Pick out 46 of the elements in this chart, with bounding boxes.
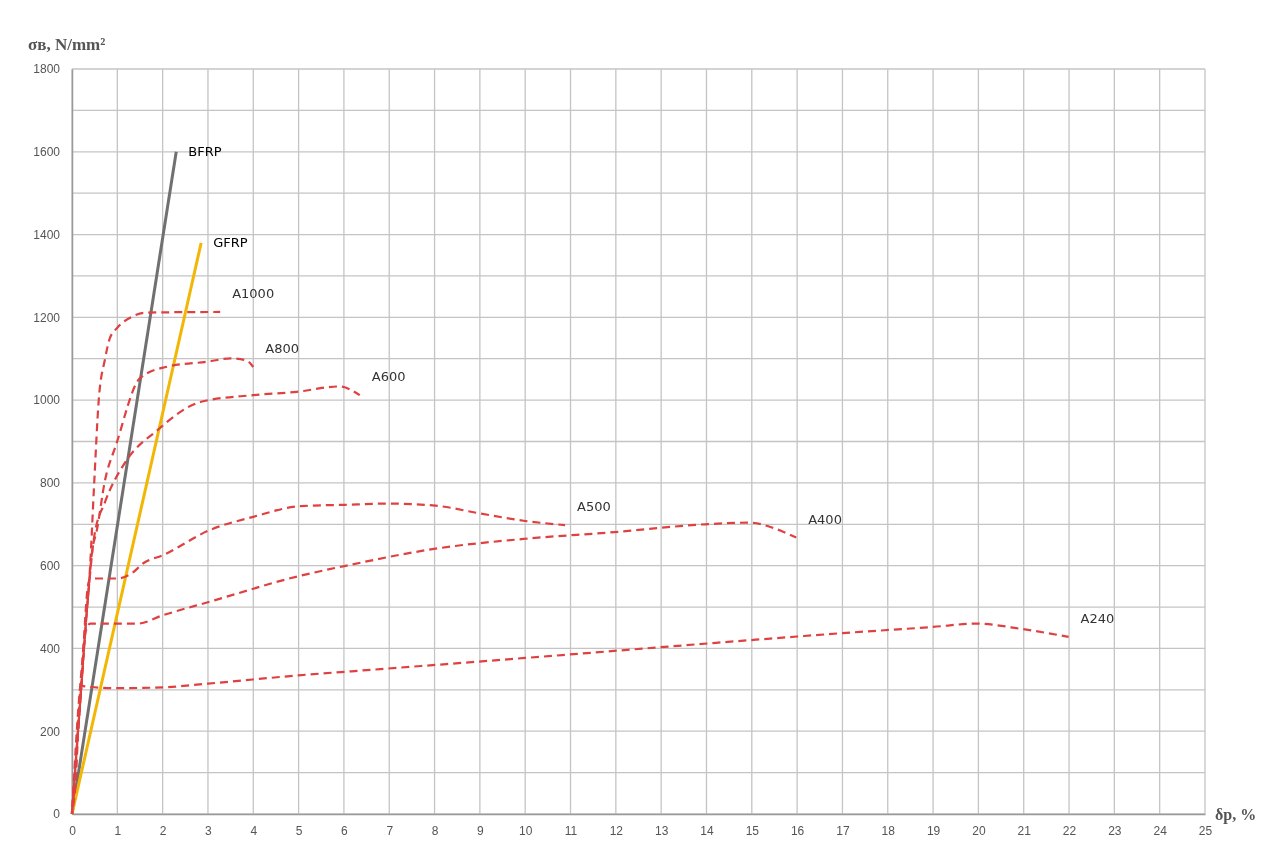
- series-label: BFRP: [188, 143, 222, 159]
- x-tick-label: 13: [654, 823, 669, 838]
- x-tick-label: 6: [341, 823, 349, 838]
- x-tick-label: 8: [431, 823, 439, 838]
- y-axis-title: σв, N/mm²: [28, 35, 106, 54]
- x-tick-label: 15: [745, 823, 760, 838]
- series-label: GFRP: [213, 234, 248, 250]
- x-tick-label: 22: [1062, 823, 1077, 838]
- x-tick-label: 16: [790, 823, 805, 838]
- x-tick-label: 11: [564, 823, 578, 838]
- y-tick-label: 1000: [33, 393, 61, 408]
- y-tick-label: 1800: [33, 62, 61, 77]
- x-tick-label: 5: [295, 823, 303, 838]
- x-tick-label: 21: [1017, 823, 1032, 838]
- x-tick-label: 9: [477, 823, 485, 838]
- y-tick-label: 200: [39, 724, 61, 739]
- x-tick-label: 1: [114, 823, 122, 838]
- y-tick-label: 0: [53, 807, 61, 822]
- x-tick-label: 23: [1108, 823, 1122, 838]
- series-label: A600: [371, 369, 406, 385]
- y-tick-label: 800: [39, 476, 61, 491]
- x-tick-label: 10: [519, 823, 533, 838]
- x-tick-label: 17: [836, 823, 850, 838]
- x-tick-label: 24: [1153, 823, 1168, 838]
- series-label: A400: [808, 511, 842, 527]
- series-label: A500: [577, 499, 611, 515]
- x-axis-title: δp, %: [1215, 806, 1257, 824]
- y-tick-label: 1600: [33, 145, 61, 160]
- series-label: A800: [265, 341, 299, 356]
- y-tick-label: 1400: [33, 227, 61, 242]
- x-tick-label: 14: [700, 823, 714, 838]
- series-label: A240: [1080, 610, 1115, 626]
- x-tick-label: 20: [972, 823, 986, 838]
- y-tick-label: 600: [39, 559, 61, 574]
- x-tick-label: 25: [1198, 823, 1213, 838]
- x-tick-label: 2: [159, 823, 167, 838]
- x-tick-label: 3: [205, 823, 213, 838]
- x-tick-label: 7: [386, 823, 394, 838]
- x-tick-label: 19: [926, 823, 941, 838]
- x-tick-label: 12: [609, 823, 624, 838]
- series-label: A1000: [232, 285, 275, 301]
- y-tick-label: 1200: [33, 310, 61, 325]
- x-tick-label: 4: [250, 823, 258, 838]
- x-tick-label: 18: [881, 823, 896, 838]
- x-tick-label: 0: [69, 823, 77, 838]
- y-tick-label: 400: [39, 641, 61, 656]
